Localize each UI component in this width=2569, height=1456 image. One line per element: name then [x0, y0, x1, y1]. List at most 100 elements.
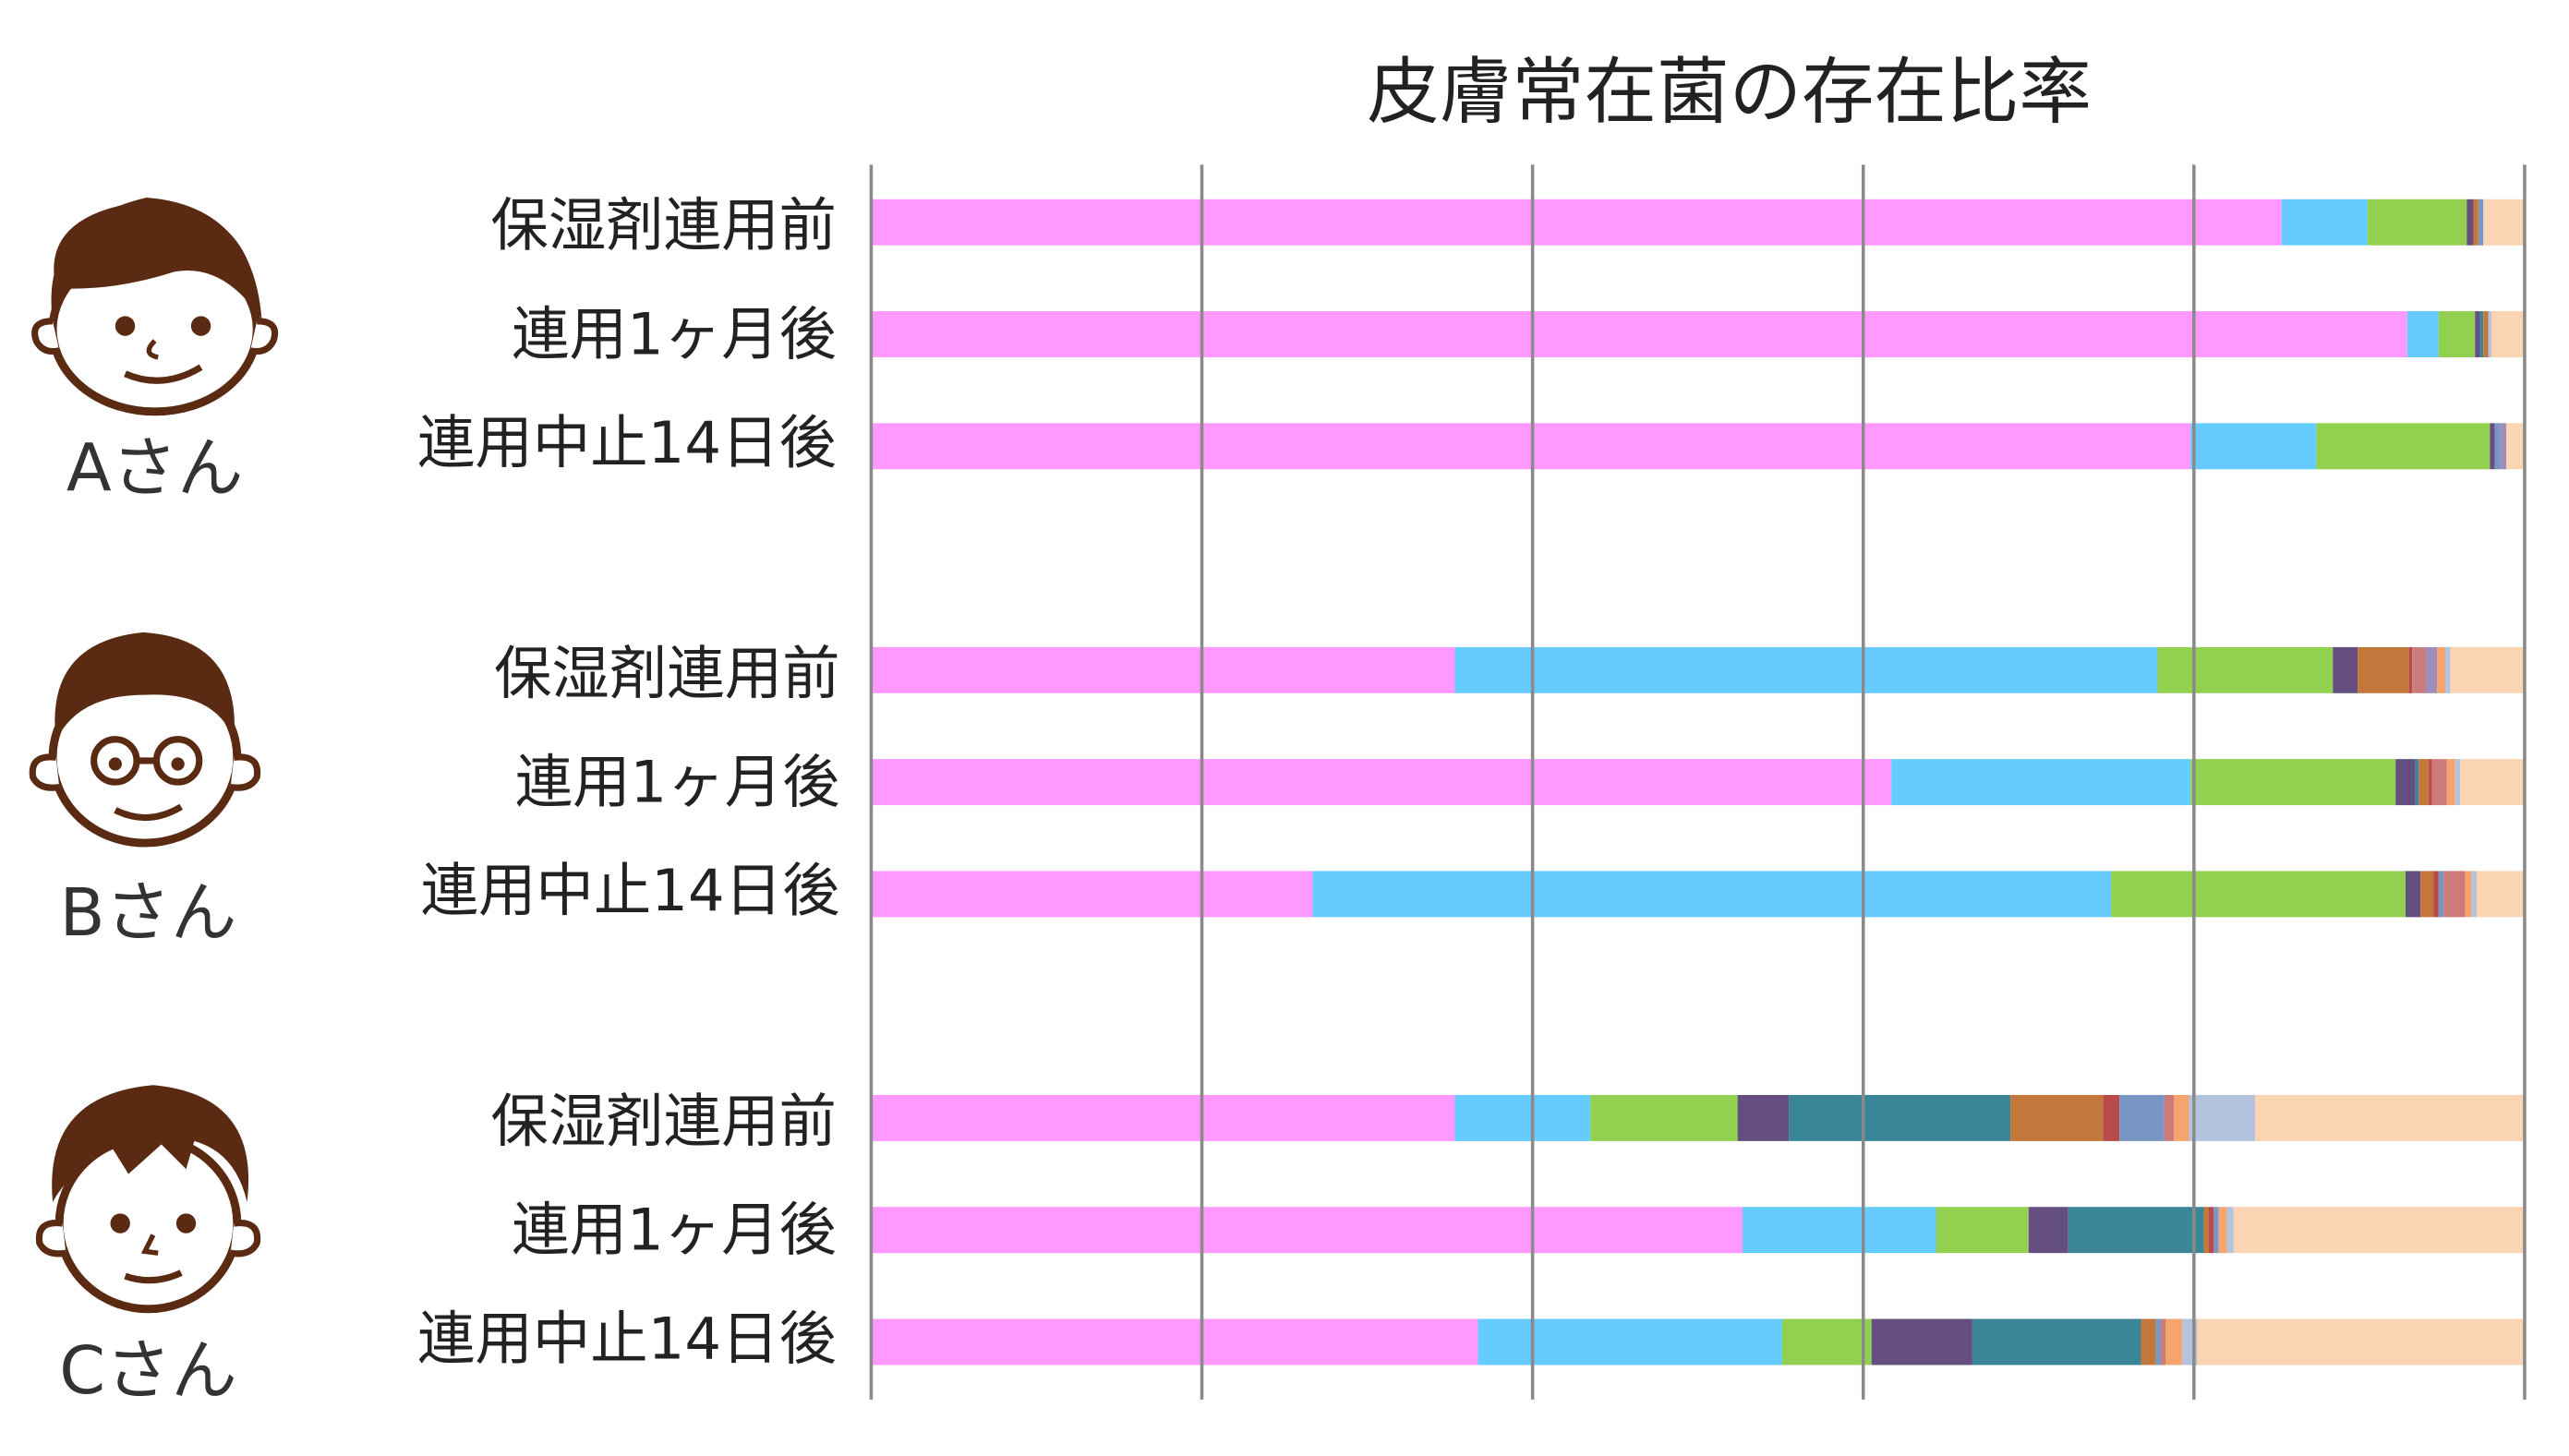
- bar-segment: [1477, 1318, 1783, 1366]
- bar-segment: [2189, 1094, 2256, 1141]
- bar-segment: [871, 1094, 1455, 1141]
- bar-segment: [2450, 646, 2525, 693]
- bar-segment: [2165, 1318, 2183, 1366]
- bar-segment: [2408, 646, 2413, 693]
- bar-segment: [2412, 646, 2426, 693]
- row-label: 保湿剤連用前: [493, 642, 840, 708]
- bar-segment: [1782, 1318, 1872, 1366]
- bar-segment: [2473, 199, 2479, 246]
- bar-segment: [2174, 1094, 2189, 1141]
- bar-segment: [1737, 1094, 1790, 1141]
- bar-segment: [2491, 311, 2525, 357]
- row-label: 連用1ヶ月後: [514, 751, 840, 817]
- bar-segment: [2420, 871, 2434, 918]
- bar-segment: [1789, 1094, 2011, 1141]
- bar-segment: [2111, 871, 2406, 918]
- bar-segment: [2438, 311, 2476, 357]
- bar-segment: [2443, 871, 2466, 918]
- bar-segment: [2255, 1094, 2525, 1141]
- person-c-face-icon: [35, 1085, 261, 1314]
- row-label: 連用1ヶ月後: [512, 303, 837, 369]
- bar-segment: [2471, 871, 2478, 918]
- bar-segment: [2425, 646, 2438, 693]
- bar-segment: [2367, 199, 2467, 246]
- bar-segment: [2190, 423, 2317, 470]
- bar-segment: [1454, 1094, 1591, 1141]
- bar-segment: [2155, 1318, 2162, 1366]
- bar-segment: [2190, 759, 2396, 806]
- bar-segment: [2141, 1318, 2156, 1366]
- person-a-face-icon: [31, 198, 279, 416]
- bar-segment: [2028, 1207, 2068, 1254]
- bar-segment: [2433, 871, 2439, 918]
- bar-segment: [2406, 871, 2421, 918]
- row-label: 保湿剤連用前: [490, 194, 837, 260]
- bar-segment: [2119, 1094, 2165, 1141]
- bar-segment: [1871, 1318, 1972, 1366]
- bar-segment: [871, 1207, 1743, 1254]
- bar-segment: [2333, 646, 2358, 693]
- bar-segment: [2233, 1207, 2525, 1254]
- bar-segment: [2475, 311, 2480, 357]
- bar-segment: [1743, 1207, 1936, 1254]
- person-label-c: Cさん: [59, 1333, 237, 1410]
- row-label: 連用1ヶ月後: [512, 1198, 837, 1265]
- row-label: 連用中止14日後: [420, 859, 840, 926]
- bar-segment: [2418, 759, 2430, 806]
- bar-segment: [2316, 423, 2491, 470]
- bar-segment: [2483, 311, 2489, 357]
- bar-segment: [2208, 1207, 2214, 1254]
- bar-segment: [1590, 1094, 1738, 1141]
- chart-title: 皮膚常在菌の存在比率: [1367, 51, 2092, 136]
- bar-segment: [2466, 199, 2474, 246]
- bar-segment: [2500, 423, 2507, 470]
- bar-segment: [2490, 423, 2495, 470]
- bar-segment: [2429, 759, 2432, 806]
- bar-segment: [2164, 1094, 2175, 1141]
- bar-segment: [2197, 1318, 2525, 1366]
- bar-segment: [871, 759, 1892, 806]
- bar-segment: [871, 871, 1313, 918]
- person-b-face-icon: [29, 632, 261, 848]
- bar-segment: [2358, 646, 2409, 693]
- bar-segment: [1891, 759, 2191, 806]
- bar-segment: [2406, 311, 2439, 357]
- bar-segment: [2395, 759, 2416, 806]
- bar-segment: [2103, 1094, 2120, 1141]
- bar-segment: [871, 423, 2191, 470]
- bar-segment: [2437, 646, 2446, 693]
- bar-segment: [2415, 759, 2419, 806]
- bar-segment: [2218, 1207, 2227, 1254]
- bar-segment: [2203, 1207, 2209, 1254]
- row-label: 連用中止14日後: [417, 1307, 837, 1374]
- bar-segment: [871, 1318, 1478, 1366]
- row-label: 保湿剤連用前: [490, 1089, 837, 1156]
- bar-segment: [871, 646, 1455, 693]
- bar-segment: [2494, 423, 2501, 470]
- person-label-b: Bさん: [59, 875, 237, 952]
- bar-segment: [2161, 1318, 2166, 1366]
- bar-segment: [871, 311, 2407, 357]
- bar-segment: [2213, 1207, 2219, 1254]
- bar-segment: [1972, 1318, 2141, 1366]
- bar-segment: [1312, 871, 2112, 918]
- row-label: 連用中止14日後: [417, 411, 837, 478]
- bar-segment: [2446, 759, 2455, 806]
- bar-segment: [2226, 1207, 2234, 1254]
- bar-segment: [2445, 646, 2451, 693]
- person-label-a: Aさん: [66, 431, 244, 508]
- bar-segment: [2479, 311, 2484, 357]
- bar-segment: [2438, 871, 2444, 918]
- bar-segment: [2010, 1094, 2104, 1141]
- bar-segment: [2483, 199, 2525, 246]
- bar-segment: [2460, 759, 2525, 806]
- bar-segment: [2157, 646, 2334, 693]
- bar-segment: [2431, 759, 2447, 806]
- bar-segment: [2477, 871, 2525, 918]
- bar-segment: [1936, 1207, 2029, 1254]
- bar-segment: [2068, 1207, 2204, 1254]
- bar-segment: [2478, 199, 2484, 246]
- bar-segment: [2488, 311, 2492, 357]
